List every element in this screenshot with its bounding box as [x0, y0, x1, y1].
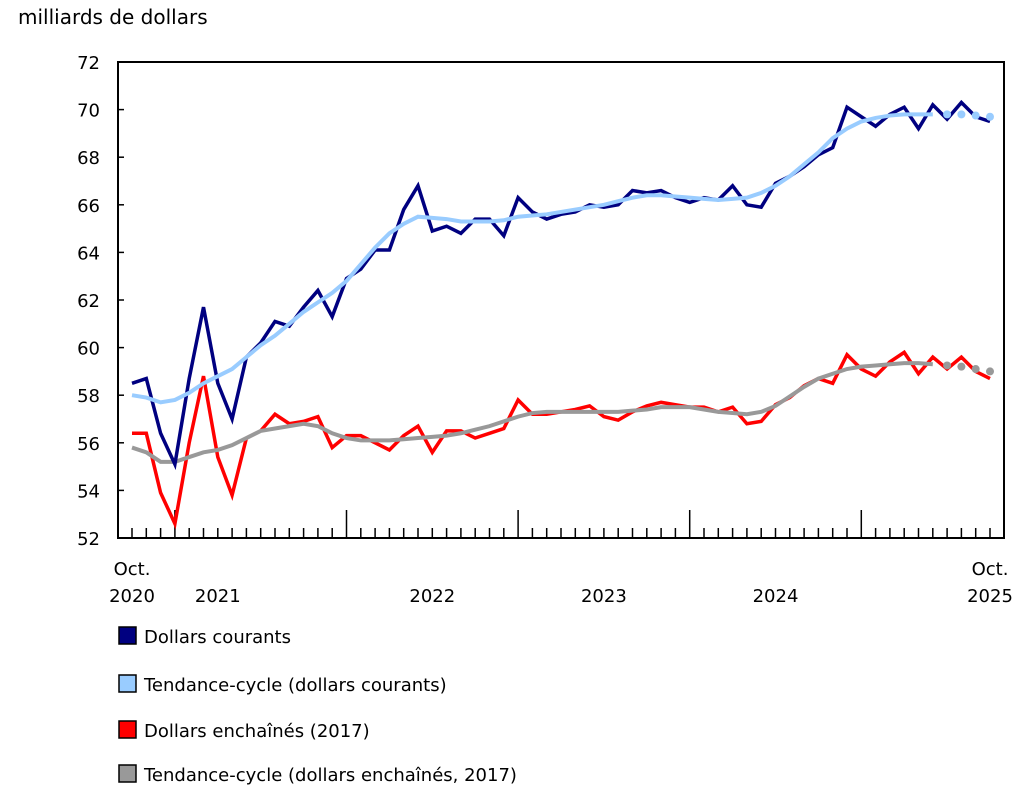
x-tick-label: 2020 — [109, 586, 155, 607]
legend-label: Dollars courants — [144, 627, 291, 648]
y-tick-label: 58 — [77, 386, 100, 407]
trend-projection-point — [957, 110, 966, 119]
trend-projection-point — [943, 361, 952, 370]
x-tick-label: 2021 — [195, 586, 241, 607]
legend-swatch — [118, 626, 137, 645]
y-tick-label: 72 — [77, 53, 100, 74]
series-group — [131, 99, 994, 530]
legend-label: Tendance-cycle (dollars enchaînés, 2017) — [143, 765, 517, 786]
x-tick-label: Oct. — [972, 559, 1009, 580]
y-axis-label: milliards de dollars — [18, 5, 208, 29]
series-line — [131, 99, 991, 471]
legend: Dollars courants Tendance-cycle (dollars … — [118, 626, 517, 786]
y-tick-label: 54 — [77, 481, 100, 502]
y-tick-label: 52 — [77, 529, 100, 550]
y-tick-label: 66 — [77, 196, 100, 217]
legend-swatch — [118, 674, 137, 693]
x-tick-label: Oct. — [114, 559, 151, 580]
axes: 52 54 56 58 60 62 64 66 68 70 72 Oct. 2020 2021 2022 20… — [77, 53, 1013, 607]
x-tick-label: 2023 — [581, 586, 627, 607]
x-tick-label: 2022 — [409, 586, 455, 607]
series-line — [131, 361, 933, 464]
legend-item: Tendance-cycle (dollars enchaînés, 2017) — [118, 764, 517, 786]
y-tick-label: 64 — [77, 243, 100, 264]
y-tick-label: 60 — [77, 339, 100, 360]
y-tick-label: 70 — [77, 101, 100, 122]
trend-projection-point — [986, 112, 994, 121]
y-tick-label: 62 — [77, 291, 100, 312]
legend-swatch — [118, 720, 137, 739]
y-tick-label: 68 — [77, 148, 100, 169]
series-1 — [131, 110, 994, 405]
legend-label: Tendance-cycle (dollars courants) — [143, 675, 447, 696]
trend-projection-point — [943, 110, 952, 119]
series-line — [132, 349, 991, 530]
x-tick-label: 2024 — [753, 586, 799, 607]
legend-label: Dollars enchaînés (2017) — [144, 721, 370, 742]
trend-projection-point — [986, 367, 994, 376]
trend-projection-point — [971, 365, 980, 374]
y-tick-label: 56 — [77, 434, 100, 455]
legend-swatch — [118, 764, 137, 783]
legend-item: Dollars courants — [118, 626, 291, 648]
legend-item: Tendance-cycle (dollars courants) — [118, 674, 447, 696]
legend-item: Dollars enchaînés (2017) — [118, 720, 370, 742]
series-0 — [131, 99, 991, 471]
trend-projection-point — [957, 362, 966, 371]
series-2 — [132, 349, 991, 530]
trend-projection-point — [971, 111, 980, 120]
series-3 — [131, 361, 994, 464]
plot-frame — [117, 61, 1005, 539]
x-tick-label: 2025 — [967, 586, 1013, 607]
series-line — [131, 112, 933, 405]
